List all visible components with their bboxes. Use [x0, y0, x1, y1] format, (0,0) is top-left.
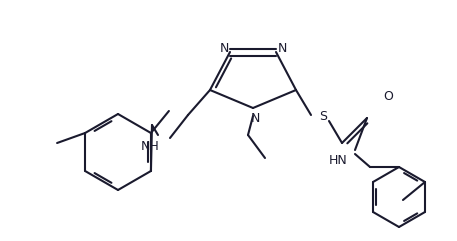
- Text: O: O: [383, 91, 393, 103]
- Text: S: S: [319, 109, 327, 122]
- Text: N: N: [219, 42, 228, 55]
- Text: N: N: [250, 112, 260, 125]
- Text: HN: HN: [329, 154, 347, 167]
- Text: N: N: [277, 42, 287, 55]
- Text: NH: NH: [141, 140, 159, 153]
